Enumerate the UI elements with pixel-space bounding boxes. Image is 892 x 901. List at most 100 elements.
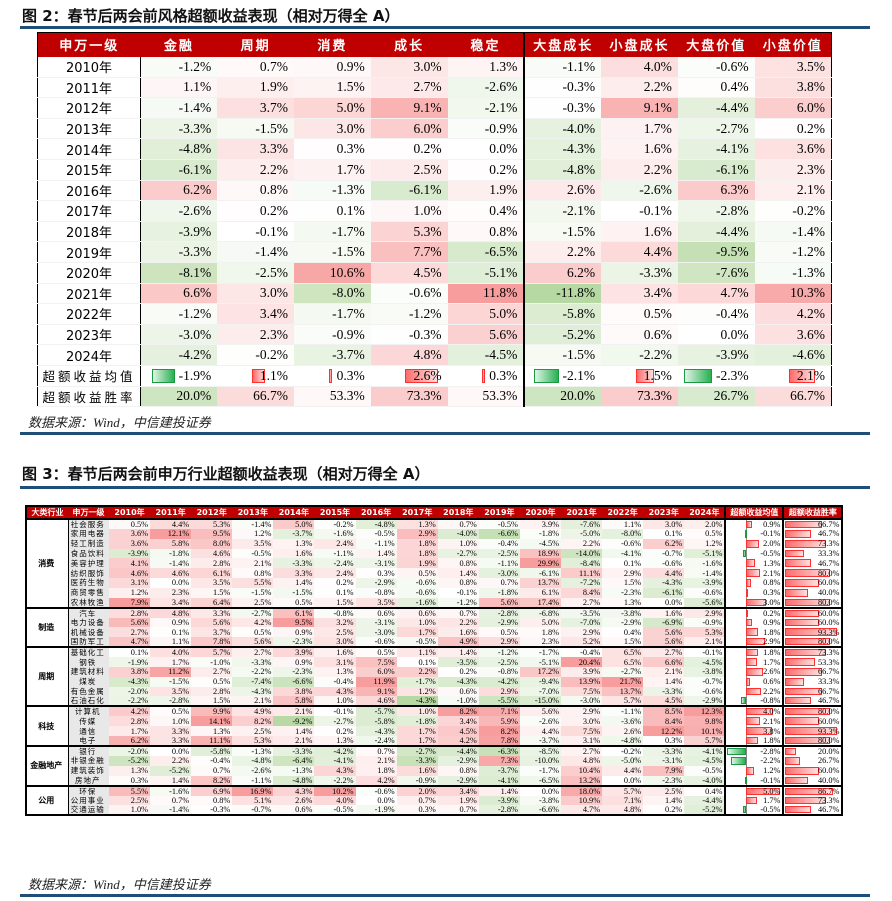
- value-cell: -6.9%: [643, 617, 685, 628]
- value-cell: -3.9%: [677, 344, 755, 366]
- value-cell: -2.7%: [437, 548, 479, 559]
- value-text: -4.2%: [178, 347, 212, 363]
- value-cell: -2.7%: [602, 666, 644, 677]
- value-cell: -1.5%: [524, 221, 602, 243]
- value-cell: 3.4%: [437, 716, 479, 727]
- value-text: 0.3%: [763, 588, 781, 598]
- value-cell: 0.6%: [396, 606, 438, 618]
- value-cell: 6.5%: [602, 657, 644, 667]
- value-cell: -1.9%: [355, 805, 397, 816]
- value-text: 0.0%: [489, 141, 518, 157]
- value-cell: -1.4%: [150, 558, 192, 569]
- value-cell: -5.1%: [447, 262, 526, 284]
- value-text: 3.0%: [259, 285, 289, 301]
- title-rule: [20, 486, 870, 489]
- value-cell: 1.4%: [643, 795, 685, 806]
- value-text: 0.7%: [259, 58, 289, 74]
- value-cell: -2.7%: [396, 744, 438, 756]
- data-bar: [746, 796, 758, 805]
- value-cell: 0.8%: [191, 795, 233, 806]
- value-text: -11.8%: [556, 285, 596, 301]
- value-cell: -0.9%: [447, 118, 526, 140]
- value-text: 1.2%: [763, 766, 781, 776]
- value-cell: -2.5%: [217, 262, 295, 284]
- win-rate-cell: 80.0%: [782, 637, 843, 648]
- value-text: 66.7%: [817, 667, 840, 677]
- data-bar: [746, 766, 755, 775]
- zero-axis: [746, 548, 747, 559]
- value-text: 6.0%: [413, 120, 442, 136]
- value-cell: 0.6%: [355, 606, 397, 618]
- value-text: 0.2%: [796, 120, 825, 136]
- value-cell: 0.5%: [601, 303, 678, 325]
- value-text: 0.3%: [336, 141, 365, 157]
- year-label: 2015年: [37, 159, 141, 181]
- value-cell: 2.6%: [273, 795, 315, 806]
- value-text: 4.0%: [643, 58, 672, 74]
- value-text: 1.9%: [259, 79, 289, 95]
- industry-name: 建筑材料: [68, 666, 109, 677]
- column-header: 金融: [140, 32, 218, 57]
- table-row: 2022年 -1.2% 3.4% -1.7% -1.2% 5.0% -5.8% 0.5% -0.…: [37, 303, 832, 325]
- value-cell: -4.1%: [677, 138, 755, 160]
- industry-name: 煤炭: [68, 676, 109, 687]
- average-cell: 0.8%: [724, 577, 784, 588]
- value-cell: -6.8%: [519, 606, 562, 618]
- industry-name: 石油石化: [68, 696, 109, 707]
- average-cell: 2.1%: [754, 364, 832, 387]
- win-rate-cell: 93.3%: [782, 726, 843, 736]
- data-bar: [746, 658, 758, 666]
- value-cell: -2.1%: [447, 97, 526, 119]
- industry-row: 消费 社会服务 0.5% 4.4% 5.3% -1.4% 5.0% -0.2% -4.8% 1.3…: [26, 518, 843, 608]
- data-bar: [746, 588, 749, 597]
- win-rate-bar: [785, 569, 830, 577]
- column-header: 超额收益均值: [724, 506, 784, 519]
- value-text: -4.5%: [484, 347, 518, 363]
- value-cell: -4.1%: [602, 548, 644, 559]
- value-text: -2.1%: [562, 367, 596, 383]
- value-cell: 7.9%: [643, 765, 685, 776]
- value-cell: 6.6%: [643, 657, 685, 667]
- average-cell: -2.3%: [677, 364, 755, 387]
- win-rate-bar: [785, 727, 837, 735]
- value-text: 0.1%: [336, 202, 365, 218]
- value-cell: 8.2%: [478, 726, 520, 736]
- value-cell: -6.5%: [519, 775, 562, 786]
- industry-row: 家用电器 3.6% 12.1% 9.5% 1.2% -3.7% -1.6% -0.5% 2.9%…: [26, 529, 843, 539]
- industry-row: 传媒 2.8% 1.0% 14.1% 8.2% -9.2% -2.7% -5.8% -1.8% 3…: [26, 716, 843, 727]
- average-cell: 0.9%: [724, 617, 784, 628]
- value-cell: 0.6%: [601, 324, 678, 346]
- value-text: 0.9%: [336, 58, 365, 74]
- column-header: 2013年: [232, 506, 274, 519]
- value-cell: 4.8%: [561, 755, 603, 766]
- average-row: 超额收益均值 -1.9% 1.1% 0.3% 2.6% 0.3% -2.1% 1.5% -2.3…: [37, 364, 832, 387]
- value-text: -4.3%: [562, 141, 596, 157]
- value-cell: -6.1%: [677, 159, 755, 181]
- value-text: 0.0%: [720, 326, 749, 342]
- data-bar: [746, 539, 760, 548]
- value-cell: -2.8%: [677, 200, 755, 222]
- value-cell: -2.4%: [355, 735, 397, 746]
- table-row: 2013年 -3.3% -1.5% 3.0% 6.0% -0.9% -4.0% 1.7% -2.…: [37, 118, 832, 140]
- column-header: 2020年: [519, 506, 562, 519]
- value-text: -1.7%: [332, 223, 365, 239]
- win-rate-cell: 40.0%: [782, 587, 843, 598]
- value-cell: 11.8%: [447, 283, 526, 305]
- value-cell: 1.4%: [355, 548, 397, 559]
- value-cell: -3.0%: [478, 568, 520, 578]
- value-cell: -9.4%: [519, 676, 562, 687]
- value-cell: 2.5%: [232, 597, 274, 608]
- value-cell: -0.6%: [396, 587, 438, 598]
- value-cell: 2.1%: [232, 558, 274, 569]
- value-text: 0.2%: [763, 608, 781, 618]
- value-cell: 3.0%: [370, 56, 448, 78]
- average-cell: -2.8%: [724, 744, 784, 756]
- value-text: 3.0%: [763, 597, 781, 607]
- value-cell: -4.2%: [314, 744, 356, 756]
- average-cell: 1.8%: [724, 735, 784, 746]
- value-text: 4.0%: [763, 707, 781, 717]
- value-cell: -7.0%: [519, 686, 562, 697]
- value-cell: 0.4%: [447, 200, 526, 222]
- column-header: 2022年: [602, 506, 644, 519]
- value-cell: 2.2%: [524, 241, 602, 263]
